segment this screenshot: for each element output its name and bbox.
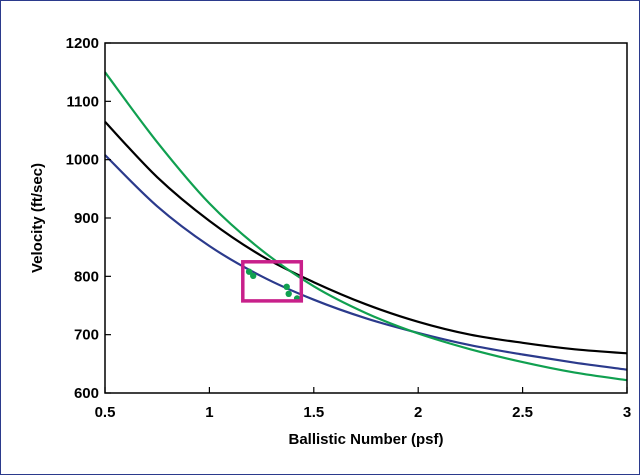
data-points [245,268,301,302]
plot-area-border [104,42,628,394]
series-lines [104,71,628,382]
series-line-2 [104,154,628,371]
x-axis-ticks: 0.5 1 1.5 2 2.5 3 [95,387,631,421]
y-tick-label: 700 [74,327,99,344]
x-tick-label: 3 [623,404,631,421]
x-tick-label: 2 [414,404,422,421]
y-axis-label: Velocity (ft/sec) [29,163,46,273]
x-tick-label: 1.5 [303,404,324,421]
data-point [285,290,292,297]
data-point [250,272,257,279]
y-tick-label: 1200 [66,35,99,52]
y-tick-label: 1000 [66,152,99,169]
y-tick-label: 600 [74,385,99,402]
y-tick-label: 800 [74,268,99,285]
series-line-3 [104,71,628,382]
highlight-region [241,260,304,303]
y-tick-label: 900 [74,210,99,227]
y-axis-ticks: 600 700 800 900 1000 1100 1200 [66,35,111,402]
series-line-1 [104,121,628,355]
x-axis-label: Ballistic Number (psf) [288,431,443,448]
data-point [245,268,253,275]
data-point [283,283,290,290]
highlight-box [241,260,304,303]
x-tick-label: 2.5 [512,404,533,421]
x-tick-label: 1 [205,404,213,421]
x-tick-label: 0.5 [95,404,116,421]
y-tick-label: 1100 [66,93,99,110]
